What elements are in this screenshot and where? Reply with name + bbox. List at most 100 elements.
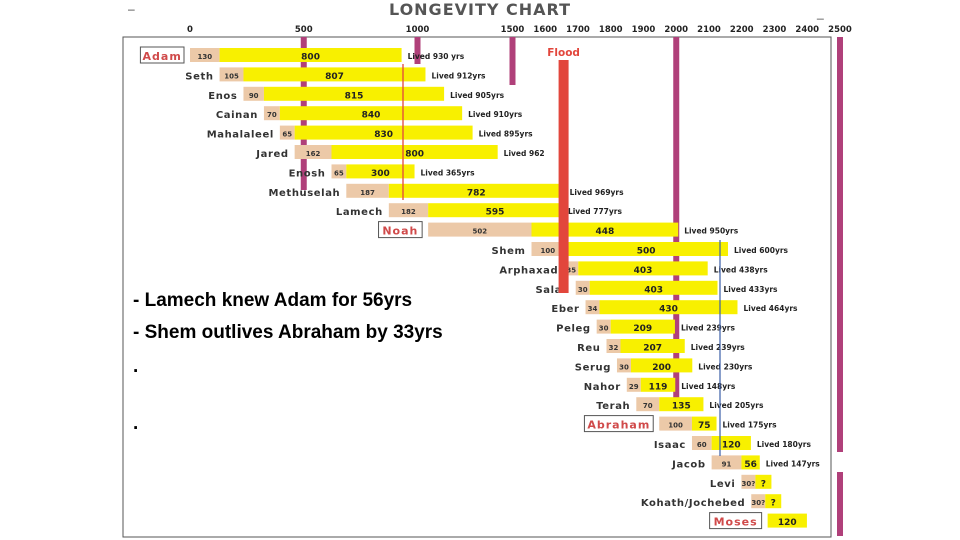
lifespan-label-arphaxad: Lived 438yrs <box>714 265 769 274</box>
lifespan-label-salah: Lived 433yrs <box>724 285 779 294</box>
life-bar-kohath-jochebed <box>765 494 782 509</box>
pre-bar-label-peleg: 30 <box>599 325 609 333</box>
life-bar-label-peleg: 209 <box>633 324 652 334</box>
lifespan-label-mahalaleel: Lived 895yrs <box>479 130 534 139</box>
pre-bar-kohath-jochebed <box>751 494 766 509</box>
name-box-abraham <box>583 415 654 433</box>
life-bar-label-isaac: 120 <box>722 441 741 451</box>
pre-bar-salah <box>575 280 590 295</box>
life-bar-label-methuselah: 782 <box>467 188 486 198</box>
person-name-isaac: Isaac <box>654 440 686 451</box>
life-bar-label-noah: 448 <box>595 227 614 237</box>
pre-bar-label-arphaxad: 35 <box>566 266 576 274</box>
pre-bar-label-jacob: 91 <box>722 460 732 468</box>
note-shem-abraham: - Shem outlives Abraham by 33yrs <box>133 322 443 343</box>
person-name-abraham: Abraham <box>587 419 650 432</box>
lifespan-label-serug: Lived 230yrs <box>698 362 753 371</box>
flood-label: Flood <box>547 47 580 59</box>
lifespan-label-enosh: Lived 365yrs <box>421 168 476 177</box>
pre-bar-reu <box>606 339 621 353</box>
pre-bar-label-lamech: 182 <box>401 208 416 216</box>
person-name-reu: Reu <box>577 343 600 354</box>
pre-bar-isaac <box>691 436 712 450</box>
pre-bar-label-kohath-jochebed: 30? <box>751 499 765 507</box>
x-tick-label: 2300 <box>763 25 787 35</box>
pre-bar-jared <box>294 145 332 159</box>
pre-bar-label-terah: 70 <box>643 402 653 410</box>
life-bar-isaac <box>711 436 751 450</box>
person-name-kohath-jochebed: Kohath/Jochebed <box>641 498 745 509</box>
pre-bar-nahor <box>626 377 641 392</box>
pre-bar-label-cainan: 70 <box>267 111 277 119</box>
lifespan-label-terah: Lived 205yrs <box>709 401 764 410</box>
x-tick-label: 1000 <box>406 25 430 35</box>
pre-bar-label-jared: 162 <box>306 150 321 158</box>
life-bar-seth <box>243 67 426 82</box>
person-name-mahalaleel: Mahalaleel <box>207 130 274 141</box>
life-bar-serug <box>630 358 693 373</box>
pre-bar-label-adam: 130 <box>197 53 212 61</box>
vertical-marker-2500 <box>837 37 843 452</box>
corner-mark-left: – <box>128 2 135 16</box>
chart-frame <box>122 36 832 538</box>
person-name-terah: Terah <box>596 401 630 412</box>
life-bar-nahor <box>640 377 676 392</box>
pre-bar-enosh <box>331 164 347 179</box>
vertical-marker-2500-lower <box>837 472 843 536</box>
x-tick-label: 1700 <box>566 25 590 35</box>
person-name-moses: Moses <box>714 516 758 529</box>
life-bar-label-salah: 403 <box>644 285 663 295</box>
life-bar-label-nahor: 119 <box>649 382 668 392</box>
x-tick-label: 1900 <box>632 25 656 35</box>
life-bar-enosh <box>346 164 415 179</box>
x-tick-label: 0 <box>187 25 193 35</box>
life-bar-shem <box>564 242 728 256</box>
lifespan-label-shem: Lived 600yrs <box>734 246 789 255</box>
lifespan-label-jared: Lived 962 <box>504 149 545 158</box>
life-bar-label-lamech: 595 <box>486 208 505 218</box>
person-name-methuselah: Methuselah <box>269 188 341 199</box>
life-bar-levi <box>755 474 772 489</box>
pre-bar-cainan <box>263 106 280 121</box>
lifespan-label-jacob: Lived 147yrs <box>766 459 821 468</box>
pre-bar-adam <box>190 48 220 62</box>
x-tick-label: 2100 <box>697 25 721 35</box>
lifespan-label-isaac: Lived 180yrs <box>757 440 812 449</box>
life-bar-terah <box>659 397 704 412</box>
chart-title: LONGEVITY CHART <box>388 0 572 19</box>
lifespan-label-adam: Lived 930 yrs <box>408 52 465 61</box>
pre-bar-label-abraham: 100 <box>668 422 683 430</box>
life-bar-label-terah: 135 <box>672 402 691 412</box>
person-name-adam: Adam <box>143 50 182 63</box>
person-name-nahor: Nahor <box>584 382 621 393</box>
life-bar-arphaxad <box>578 261 708 276</box>
vertical-marker-2000 <box>673 37 680 400</box>
life-bar-jared <box>331 145 498 159</box>
life-bar-label-serug: 200 <box>652 363 671 373</box>
person-name-jared: Jared <box>255 149 288 160</box>
pre-bar-abraham <box>659 416 692 431</box>
pre-bar-label-shem: 100 <box>541 247 556 255</box>
note-lamech-adam: - Lamech knew Adam for 56yrs <box>133 290 413 311</box>
pre-bar-label-serug: 30 <box>619 363 629 371</box>
life-bar-label-levi: ? <box>761 479 766 489</box>
person-name-noah: Noah <box>382 225 418 238</box>
person-name-seth: Seth <box>185 71 213 82</box>
pre-bar-label-mahalaleel: 65 <box>282 131 292 139</box>
person-name-levi: Levi <box>710 479 736 490</box>
life-bar-jacob <box>741 455 760 470</box>
pre-bar-label-levi: 30? <box>742 480 756 488</box>
pre-bar-label-nahor: 29 <box>629 383 639 391</box>
person-name-enos: Enos <box>208 91 237 102</box>
pre-bar-levi <box>741 474 756 489</box>
life-bar-label-reu: 207 <box>643 344 662 354</box>
life-bar-label-abraham: 75 <box>698 421 711 431</box>
x-tick-label: 500 <box>295 25 313 35</box>
person-name-enosh: Enosh <box>289 168 326 179</box>
pre-bar-terah <box>636 397 660 412</box>
pre-bar-label-noah: 502 <box>473 228 488 236</box>
pre-bar-mahalaleel <box>279 125 295 140</box>
life-bar-label-enosh: 300 <box>371 169 390 179</box>
life-bar-label-cainan: 840 <box>362 111 381 121</box>
